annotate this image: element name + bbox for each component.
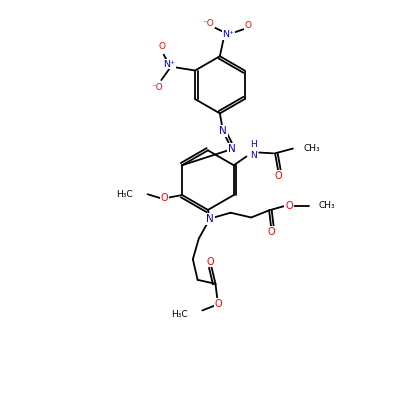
- Text: H₃C: H₃C: [171, 310, 187, 319]
- Text: N: N: [228, 144, 236, 154]
- Text: ⁻O: ⁻O: [152, 84, 164, 92]
- Text: N⁺: N⁺: [163, 60, 175, 69]
- Text: O: O: [207, 256, 214, 266]
- Text: CH₃: CH₃: [304, 144, 320, 153]
- Text: O: O: [214, 299, 222, 309]
- Text: H₃C: H₃C: [116, 190, 132, 199]
- Text: O: O: [245, 21, 252, 30]
- Text: O: O: [267, 227, 275, 237]
- Text: CH₃: CH₃: [319, 201, 335, 210]
- Text: N: N: [206, 214, 214, 224]
- Text: O: O: [161, 193, 168, 203]
- Text: ⁻O: ⁻O: [202, 19, 214, 28]
- Text: O: O: [274, 171, 282, 181]
- Text: N: N: [219, 126, 227, 136]
- Text: H
N: H N: [250, 140, 257, 160]
- Text: O: O: [285, 200, 293, 210]
- Text: O: O: [158, 42, 165, 51]
- Text: N⁺: N⁺: [223, 30, 234, 39]
